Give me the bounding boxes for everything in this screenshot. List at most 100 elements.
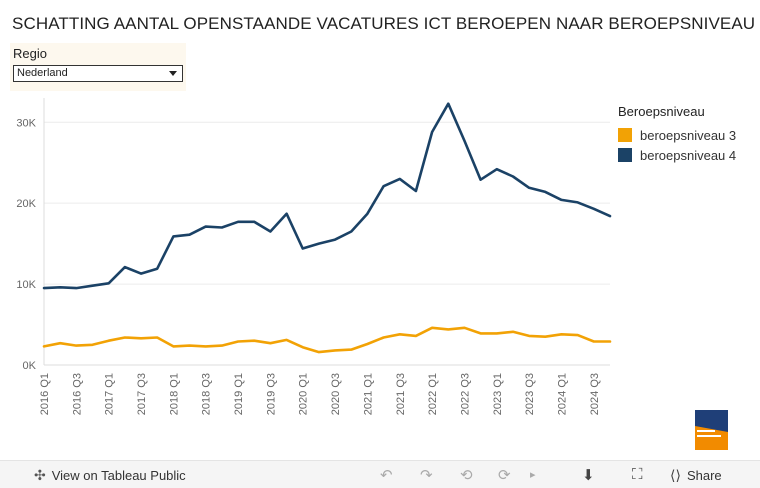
- refresh-icon[interactable]: ⟳: [498, 467, 511, 484]
- legend-title: Beroepsniveau: [618, 104, 705, 119]
- legend-item[interactable]: beroepsniveau 4: [618, 145, 736, 165]
- revert-icon[interactable]: ⟲: [460, 467, 473, 484]
- view-on-tableau-public-link[interactable]: ✣ View on Tableau Public: [34, 467, 186, 484]
- legend-label: beroepsniveau 4: [640, 147, 737, 163]
- x-tick-label: 2017 Q1: [104, 373, 116, 415]
- regio-filter-label: Regio: [13, 46, 47, 61]
- x-tick-label: 2016 Q3: [71, 373, 83, 415]
- data-point-beroepsniveau-3: [463, 327, 465, 329]
- legend: Beroepsniveau beroepsniveau 3 beroepsnive…: [618, 104, 736, 165]
- x-tick-label: 2024 Q1: [556, 373, 568, 415]
- data-point-beroepsniveau-4: [560, 199, 562, 201]
- data-point-beroepsniveau-3: [560, 333, 562, 335]
- data-point-beroepsniveau-4: [577, 201, 579, 203]
- data-point-beroepsniveau-3: [269, 342, 271, 344]
- data-point-beroepsniveau-4: [447, 103, 449, 105]
- data-point-beroepsniveau-4: [544, 191, 546, 193]
- data-point-beroepsniveau-4: [496, 168, 498, 170]
- data-point-beroepsniveau-4: [512, 175, 514, 177]
- x-tick-label: 2023 Q3: [524, 373, 536, 415]
- download-icon[interactable]: ⬇: [582, 467, 595, 484]
- data-point-beroepsniveau-4: [399, 178, 401, 180]
- data-point-beroepsniveau-4: [593, 208, 595, 210]
- line-chart: 0K 10K 20K 30K 2016 Q1 2016 Q3 2017 Q1 2017 Q3 2…: [16, 98, 612, 415]
- data-point-beroepsniveau-3: [124, 336, 126, 338]
- y-tick-label: 20K: [16, 198, 36, 210]
- data-point-beroepsniveau-3: [237, 341, 239, 343]
- data-point-beroepsniveau-4: [528, 187, 530, 189]
- data-point-beroepsniveau-4: [172, 235, 174, 237]
- y-tick-label: 10K: [16, 279, 36, 291]
- data-point-beroepsniveau-4: [124, 266, 126, 268]
- fullscreen-icon[interactable]: ⛶: [632, 466, 643, 483]
- data-point-beroepsniveau-3: [334, 349, 336, 351]
- x-tick-label: 2021 Q1: [362, 373, 374, 415]
- data-point-beroepsniveau-4: [286, 213, 288, 215]
- data-point-beroepsniveau-4: [253, 221, 255, 223]
- data-point-beroepsniveau-4: [415, 190, 417, 192]
- data-point-beroepsniveau-3: [528, 335, 530, 337]
- y-tick-label: 30K: [16, 117, 36, 129]
- data-point-beroepsniveau-3: [496, 332, 498, 334]
- data-point-beroepsniveau-3: [108, 340, 110, 342]
- data-point-beroepsniveau-3: [43, 345, 45, 347]
- data-point-beroepsniveau-4: [237, 221, 239, 223]
- data-point-beroepsniveau-4: [350, 231, 352, 233]
- view-on-tableau-public-label: View on Tableau Public: [51, 468, 186, 483]
- data-point-beroepsniveau-4: [75, 287, 77, 289]
- redo-icon[interactable]: ↷: [420, 467, 433, 484]
- x-tick-label: 2019 Q1: [233, 373, 245, 415]
- undo-icon[interactable]: ↶: [380, 467, 393, 484]
- x-tick-label: 2024 Q3: [589, 373, 601, 415]
- data-point-beroepsniveau-3: [205, 345, 207, 347]
- data-point-beroepsniveau-4: [431, 131, 433, 133]
- tableau-icon: ✣: [34, 467, 46, 483]
- legend-item[interactable]: beroepsniveau 3: [618, 125, 736, 145]
- x-tick-label: 2019 Q3: [265, 373, 277, 415]
- share-icon: ⟨⟩: [670, 467, 681, 483]
- x-tick-label: 2018 Q1: [168, 373, 180, 415]
- data-point-beroepsniveau-3: [189, 345, 191, 347]
- data-point-beroepsniveau-4: [302, 247, 304, 249]
- data-point-beroepsniveau-3: [286, 339, 288, 341]
- legend-swatch: [618, 128, 632, 142]
- data-point-beroepsniveau-3: [92, 344, 94, 346]
- data-point-beroepsniveau-3: [577, 334, 579, 336]
- legend-swatch: [618, 148, 632, 162]
- data-point-beroepsniveau-4: [609, 215, 611, 217]
- data-point-beroepsniveau-4: [480, 179, 482, 181]
- data-point-beroepsniveau-4: [108, 282, 110, 284]
- data-point-beroepsniveau-4: [92, 285, 94, 287]
- data-point-beroepsniveau-3: [544, 336, 546, 338]
- data-point-beroepsniveau-3: [609, 341, 611, 343]
- data-point-beroepsniveau-4: [318, 243, 320, 245]
- x-tick-label: 2022 Q3: [459, 373, 471, 415]
- data-point-beroepsniveau-3: [415, 335, 417, 337]
- legend-label: beroepsniveau 3: [640, 127, 737, 143]
- series-line-beroepsniveau-3: [42, 326, 612, 354]
- data-point-beroepsniveau-3: [172, 345, 174, 347]
- regio-dropdown-value: Nederland: [17, 67, 68, 79]
- data-point-beroepsniveau-4: [156, 268, 158, 270]
- data-point-beroepsniveau-3: [140, 337, 142, 339]
- x-tick-label: 2022 Q1: [427, 373, 439, 415]
- data-point-beroepsniveau-4: [463, 140, 465, 142]
- share-label: Share: [686, 468, 722, 483]
- data-point-beroepsniveau-3: [593, 341, 595, 343]
- data-point-beroepsniveau-4: [366, 213, 368, 215]
- data-point-beroepsniveau-3: [302, 346, 304, 348]
- data-point-beroepsniveau-3: [350, 349, 352, 351]
- chart-title: SCHATTING AANTAL OPENSTAANDE VACATURES I…: [12, 14, 756, 33]
- regio-dropdown[interactable]: Nederland: [13, 65, 183, 82]
- share-button[interactable]: ⟨⟩ Share: [670, 467, 722, 484]
- pause-icon[interactable]: ▸: [530, 469, 536, 481]
- data-point-beroepsniveau-3: [480, 332, 482, 334]
- data-point-beroepsniveau-3: [366, 343, 368, 345]
- x-tick-label: 2018 Q3: [201, 373, 213, 415]
- data-point-beroepsniveau-4: [383, 185, 385, 187]
- tableau-toolbar: ✣ View on Tableau Public ↶ ↷ ⟲ ⟳ ▸ ⬇ ⛶ ⟨…: [0, 460, 760, 488]
- data-point-beroepsniveau-4: [269, 231, 271, 233]
- data-point-beroepsniveau-3: [399, 333, 401, 335]
- data-point-beroepsniveau-4: [334, 239, 336, 241]
- data-point-beroepsniveau-3: [75, 345, 77, 347]
